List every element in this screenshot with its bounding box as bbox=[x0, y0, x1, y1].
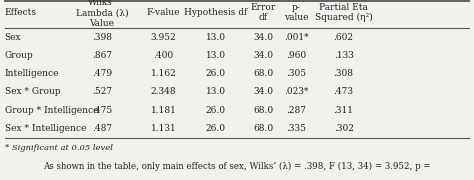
Text: Error
df: Error df bbox=[250, 3, 276, 22]
Text: .487: .487 bbox=[92, 124, 112, 133]
Text: Intelligence: Intelligence bbox=[5, 69, 59, 78]
Text: 68.0: 68.0 bbox=[253, 69, 273, 78]
Text: .308: .308 bbox=[334, 69, 354, 78]
Text: Effects: Effects bbox=[5, 8, 37, 17]
Text: Group: Group bbox=[5, 51, 34, 60]
Text: 34.0: 34.0 bbox=[253, 51, 273, 60]
Text: .305: .305 bbox=[286, 69, 306, 78]
Text: 1.181: 1.181 bbox=[151, 106, 176, 115]
Text: .133: .133 bbox=[334, 51, 354, 60]
Text: .475: .475 bbox=[92, 106, 112, 115]
Text: .398: .398 bbox=[92, 33, 112, 42]
Text: .527: .527 bbox=[92, 87, 112, 96]
Text: p-
value: p- value bbox=[284, 3, 309, 22]
Text: .302: .302 bbox=[334, 124, 354, 133]
Text: 13.0: 13.0 bbox=[206, 87, 226, 96]
Text: 26.0: 26.0 bbox=[206, 124, 226, 133]
Text: .287: .287 bbox=[286, 106, 306, 115]
Text: 2.348: 2.348 bbox=[151, 87, 176, 96]
Text: Sex * Intelligence: Sex * Intelligence bbox=[5, 124, 86, 133]
Text: 1.131: 1.131 bbox=[151, 124, 176, 133]
Text: Sex * Group: Sex * Group bbox=[5, 87, 60, 96]
Text: .473: .473 bbox=[334, 87, 354, 96]
Text: .479: .479 bbox=[92, 69, 112, 78]
Text: .335: .335 bbox=[286, 124, 306, 133]
Text: 13.0: 13.0 bbox=[206, 51, 226, 60]
Text: .023*: .023* bbox=[284, 87, 309, 96]
Text: .400: .400 bbox=[154, 51, 173, 60]
Text: 68.0: 68.0 bbox=[253, 106, 273, 115]
Text: Group * Intelligence: Group * Intelligence bbox=[5, 106, 98, 115]
Text: 34.0: 34.0 bbox=[253, 33, 273, 42]
Text: .001*: .001* bbox=[284, 33, 309, 42]
Text: .960: .960 bbox=[286, 51, 306, 60]
Text: .602: .602 bbox=[334, 33, 354, 42]
Text: 1.162: 1.162 bbox=[151, 69, 176, 78]
Text: .311: .311 bbox=[334, 106, 354, 115]
Text: * Significant at 0.05 level: * Significant at 0.05 level bbox=[5, 145, 113, 152]
Text: Wilks'
Lambda (λ)
Value: Wilks' Lambda (λ) Value bbox=[75, 0, 128, 28]
Text: 3.952: 3.952 bbox=[151, 33, 176, 42]
Text: F-value: F-value bbox=[147, 8, 180, 17]
Text: Sex: Sex bbox=[5, 33, 21, 42]
Text: .867: .867 bbox=[92, 51, 112, 60]
Text: 34.0: 34.0 bbox=[253, 87, 273, 96]
Text: 68.0: 68.0 bbox=[253, 124, 273, 133]
Text: 26.0: 26.0 bbox=[206, 106, 226, 115]
Text: As shown in the table, only main effects of sex, Wilks’ (λ) = .398, F (13, 34) =: As shown in the table, only main effects… bbox=[43, 162, 431, 171]
Text: Hypothesis df: Hypothesis df bbox=[184, 8, 247, 17]
Text: 13.0: 13.0 bbox=[206, 33, 226, 42]
Text: Partial Eta
Squared (η²): Partial Eta Squared (η²) bbox=[315, 3, 373, 22]
Text: 26.0: 26.0 bbox=[206, 69, 226, 78]
